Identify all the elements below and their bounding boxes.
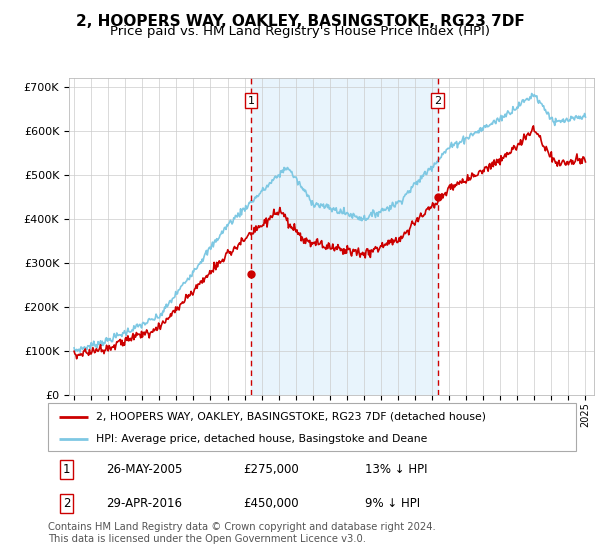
Text: 13% ↓ HPI: 13% ↓ HPI [365, 463, 427, 476]
Text: 9% ↓ HPI: 9% ↓ HPI [365, 497, 420, 510]
Text: 2, HOOPERS WAY, OAKLEY, BASINGSTOKE, RG23 7DF (detached house): 2, HOOPERS WAY, OAKLEY, BASINGSTOKE, RG2… [95, 412, 485, 422]
Bar [251, 78, 437, 395]
FancyBboxPatch shape [48, 403, 576, 451]
Text: 2, HOOPERS WAY, OAKLEY, BASINGSTOKE, RG23 7DF: 2, HOOPERS WAY, OAKLEY, BASINGSTOKE, RG2… [76, 14, 524, 29]
Text: 1: 1 [248, 96, 254, 105]
Text: 2: 2 [434, 96, 441, 105]
Text: £275,000: £275,000 [244, 463, 299, 476]
Text: £450,000: £450,000 [244, 497, 299, 510]
Text: 1: 1 [63, 463, 70, 476]
Text: 26-MAY-2005: 26-MAY-2005 [106, 463, 182, 476]
Text: Price paid vs. HM Land Registry's House Price Index (HPI): Price paid vs. HM Land Registry's House … [110, 25, 490, 38]
Text: 29-APR-2016: 29-APR-2016 [106, 497, 182, 510]
Text: Contains HM Land Registry data © Crown copyright and database right 2024.
This d: Contains HM Land Registry data © Crown c… [48, 522, 436, 544]
Text: 2: 2 [63, 497, 70, 510]
Text: HPI: Average price, detached house, Basingstoke and Deane: HPI: Average price, detached house, Basi… [95, 434, 427, 444]
